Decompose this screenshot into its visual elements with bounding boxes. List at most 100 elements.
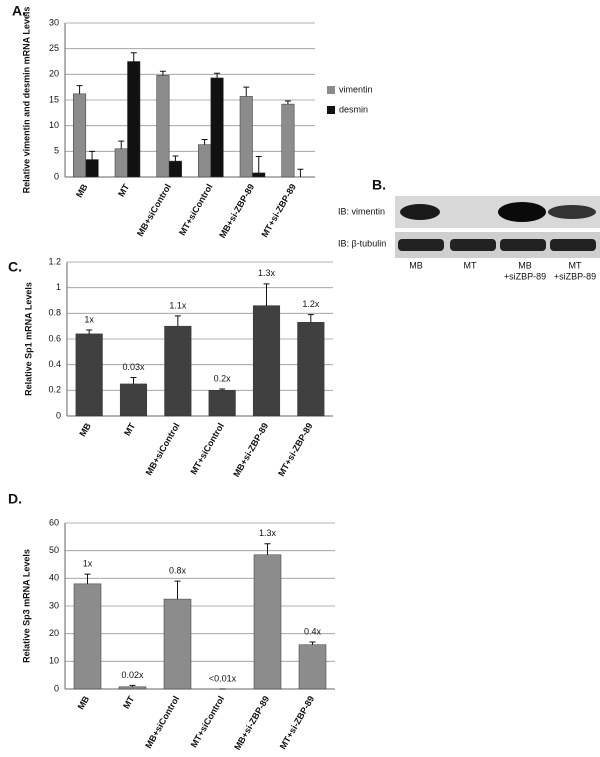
legend-swatch xyxy=(327,106,335,114)
bar xyxy=(208,390,236,417)
band xyxy=(548,205,596,219)
error-bar xyxy=(243,86,250,97)
bar xyxy=(198,144,212,178)
y-tick-label: 25 xyxy=(49,43,59,53)
band xyxy=(500,239,546,251)
error-bar xyxy=(284,100,291,105)
panel-label: B. xyxy=(372,177,386,193)
y-tick-label: 1 xyxy=(56,282,61,292)
y-tick-label: 0 xyxy=(54,171,59,181)
bar xyxy=(127,61,141,178)
x-tick-label: MT+siControl xyxy=(188,421,226,476)
y-tick-label: 0 xyxy=(56,410,61,420)
lane-label: MB xyxy=(409,260,423,270)
bar xyxy=(85,159,99,178)
band xyxy=(450,239,496,251)
bar xyxy=(297,322,325,417)
x-tick-label: MT xyxy=(116,182,131,199)
band xyxy=(398,239,444,251)
y-tick-label: 0.4 xyxy=(48,359,61,369)
y-tick-label: 0.6 xyxy=(48,333,61,343)
x-tick-label: MB xyxy=(76,694,92,712)
x-tick-label: MT+si-ZBP-89 xyxy=(259,182,298,239)
legend-label: desmin xyxy=(339,104,368,114)
panel-label: C. xyxy=(8,259,22,275)
bar xyxy=(73,583,102,690)
x-tick-label: MB+siControl xyxy=(143,694,181,750)
x-tick-label: MT+si-ZBP-89 xyxy=(278,694,317,751)
error-bar xyxy=(201,139,208,145)
legend-swatch xyxy=(327,86,335,94)
error-bar xyxy=(219,388,226,391)
error-bar xyxy=(263,283,270,306)
annotation: 0.03x xyxy=(122,362,145,372)
annotation: 1.3x xyxy=(258,268,276,278)
annotation: <0.01x xyxy=(209,673,237,683)
lane-label: +siZBP-89 xyxy=(554,271,596,281)
error-bar xyxy=(174,580,181,600)
error-bar xyxy=(255,155,262,173)
error-bar xyxy=(130,52,137,62)
annotation: 0.4x xyxy=(304,626,322,636)
x-tick-label: MB+si-ZBP-89 xyxy=(231,421,270,479)
bar xyxy=(168,160,182,178)
annotation: 1.2x xyxy=(302,299,320,309)
bar xyxy=(164,325,192,417)
bar xyxy=(252,172,266,178)
y-tick-label: 20 xyxy=(49,628,59,638)
bar xyxy=(75,333,103,417)
annotation: 1x xyxy=(84,314,94,324)
error-bar xyxy=(174,315,181,327)
bar xyxy=(73,93,87,178)
annotation: 1x xyxy=(83,559,93,569)
error-bar xyxy=(118,140,125,149)
error-bar xyxy=(84,573,91,584)
bar xyxy=(114,148,128,178)
error-bar xyxy=(264,543,271,555)
panel-label: D. xyxy=(8,491,22,507)
lane-label: MT xyxy=(569,260,582,270)
band xyxy=(400,204,440,220)
error-bar xyxy=(172,155,179,162)
error-bar xyxy=(129,684,136,687)
bar xyxy=(239,96,253,178)
x-tick-label: MT+si-ZBP-89 xyxy=(276,421,315,478)
y-tick-label: 0 xyxy=(54,683,59,693)
x-tick-label: MB xyxy=(77,421,93,439)
y-axis-label: Relative Sp3 mRNA Levels xyxy=(21,549,31,663)
x-tick-label: MT+siControl xyxy=(189,694,227,749)
x-tick-label: MB+si-ZBP-89 xyxy=(232,694,271,752)
error-bar xyxy=(307,314,314,323)
y-tick-label: 15 xyxy=(49,94,59,104)
x-tick-label: MT xyxy=(121,694,136,711)
bar xyxy=(210,77,224,178)
annotation: 0.8x xyxy=(169,565,187,575)
x-tick-label: MT xyxy=(122,421,137,438)
error-bar xyxy=(309,641,316,645)
y-tick-label: 0.8 xyxy=(48,308,61,318)
x-tick-label: MB xyxy=(74,182,90,200)
y-tick-label: 60 xyxy=(49,517,59,527)
error-bar xyxy=(86,329,93,334)
x-tick-label: MT+siControl xyxy=(177,182,215,237)
error-bar xyxy=(130,377,137,384)
error-bar xyxy=(159,70,166,76)
panel-label: A. xyxy=(12,3,26,19)
bar xyxy=(252,305,281,417)
blot-panel: B. IB: vimentin IB: β-tubulin MB MT MB +… xyxy=(338,177,600,281)
bar xyxy=(118,686,147,690)
y-tick-label: 30 xyxy=(49,600,59,610)
error-bar xyxy=(76,85,83,94)
y-tick-label: 10 xyxy=(49,656,59,666)
y-tick-label: 1.2 xyxy=(48,256,61,266)
y-tick-label: 0.2 xyxy=(48,385,61,395)
x-tick-label: MB+si-ZBP-89 xyxy=(217,182,256,240)
y-axis-label: Relative Sp1 mRNA Levels xyxy=(23,282,33,396)
lane-label: MB xyxy=(518,260,532,270)
band xyxy=(498,202,546,222)
y-tick-label: 10 xyxy=(49,120,59,130)
annotation: 0.02x xyxy=(121,670,144,680)
x-tick-label: MB+siControl xyxy=(135,182,173,238)
